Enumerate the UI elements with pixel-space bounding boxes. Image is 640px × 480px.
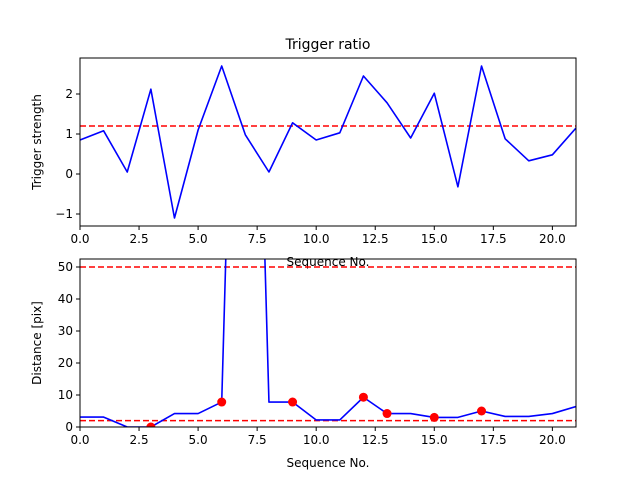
chart-trigger-ratio: Trigger ratio Trigger strength Sequence … xyxy=(30,37,577,269)
y-tick-label: 0 xyxy=(65,420,73,434)
x-tick-label: 0.0 xyxy=(70,433,89,447)
y-tick-label: 40 xyxy=(58,292,73,306)
y-tick-label: −1 xyxy=(55,207,73,221)
plot-area xyxy=(80,259,576,427)
x-tick-label: 12.5 xyxy=(362,232,389,246)
x-tick-label: 17.5 xyxy=(480,433,507,447)
data-point xyxy=(382,409,392,419)
series-line xyxy=(80,65,576,219)
x-tick-label: 0.0 xyxy=(70,232,89,246)
y-axis-label: Trigger strength xyxy=(30,94,44,191)
x-tick-label: 20.0 xyxy=(539,232,566,246)
y-tick-label: 30 xyxy=(58,324,73,338)
x-tick-label: 5.0 xyxy=(189,433,208,447)
y-tick-label: 10 xyxy=(58,388,73,402)
x-tick-label: 10.0 xyxy=(303,433,330,447)
y-tick-label: 50 xyxy=(58,260,73,274)
y-tick-label: 0 xyxy=(65,167,73,181)
data-point xyxy=(288,397,298,407)
chart-title: Trigger ratio xyxy=(284,37,370,53)
data-point xyxy=(217,397,227,407)
data-point xyxy=(477,406,487,416)
data-point xyxy=(358,392,368,402)
plot-frame xyxy=(79,57,577,227)
y-axis-label: Distance [pix] xyxy=(30,301,44,385)
x-tick-label: 5.0 xyxy=(189,232,208,246)
x-tick-label: 7.5 xyxy=(248,232,267,246)
series-line xyxy=(80,259,576,427)
data-point xyxy=(429,412,439,422)
x-tick-label: 2.5 xyxy=(130,232,149,246)
x-tick-label: 15.0 xyxy=(421,433,448,447)
x-tick-label: 7.5 xyxy=(248,433,267,447)
chart-distance: Distance [pix] Sequence No. 0.0 2.5 5.0 7.5… xyxy=(30,258,577,470)
y-tick-label: 1 xyxy=(65,127,73,141)
y-tick-label: 2 xyxy=(65,87,73,101)
plot-frame xyxy=(79,258,577,428)
x-tick-label: 2.5 xyxy=(130,433,149,447)
x-tick-label: 12.5 xyxy=(362,433,389,447)
x-tick-label: 10.0 xyxy=(303,232,330,246)
x-tick-label: 15.0 xyxy=(421,232,448,246)
plot-area xyxy=(80,65,576,219)
data-point xyxy=(146,422,156,427)
x-axis-label: Sequence No. xyxy=(287,456,370,470)
x-tick-label: 20.0 xyxy=(539,433,566,447)
y-tick-label: 20 xyxy=(58,356,73,370)
x-tick-label: 17.5 xyxy=(480,232,507,246)
